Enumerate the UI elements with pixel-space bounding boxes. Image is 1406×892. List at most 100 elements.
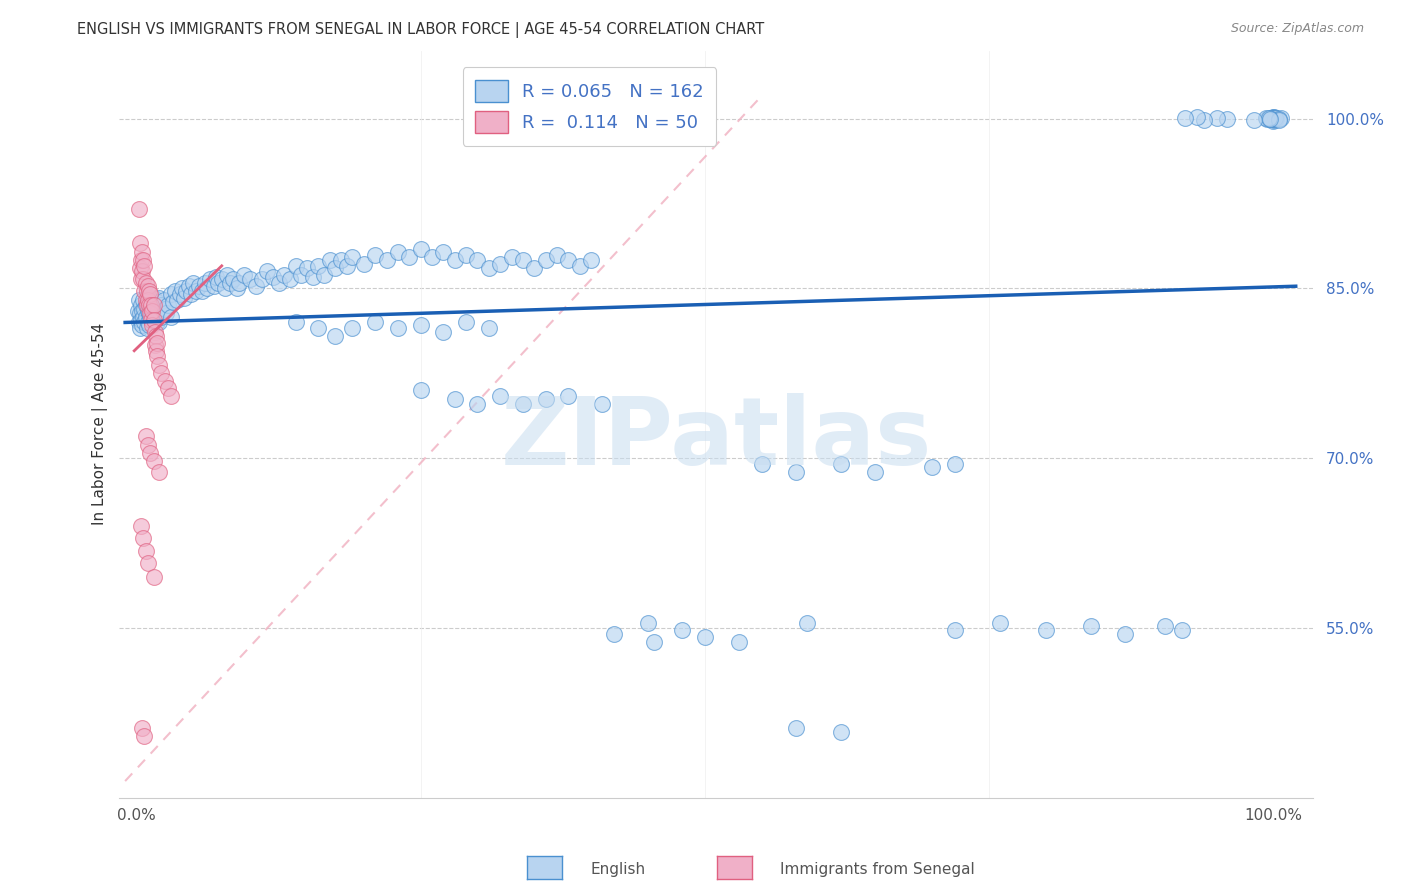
Point xyxy=(136,315,159,329)
Point xyxy=(943,457,966,471)
Point xyxy=(1270,111,1292,125)
Point xyxy=(301,270,323,285)
Point xyxy=(467,397,489,411)
Y-axis label: In Labor Force | Age 45-54: In Labor Force | Age 45-54 xyxy=(93,323,108,525)
Point xyxy=(129,261,152,276)
Point xyxy=(136,279,159,293)
Point xyxy=(364,315,387,329)
Point xyxy=(233,268,256,282)
Point xyxy=(1174,111,1197,125)
Point xyxy=(191,284,214,298)
Point xyxy=(336,259,359,273)
Point xyxy=(148,465,170,479)
Point xyxy=(245,279,267,293)
Point xyxy=(165,284,187,298)
Point xyxy=(136,556,159,570)
Point xyxy=(202,279,225,293)
Point xyxy=(222,272,245,286)
Point xyxy=(863,465,886,479)
Point xyxy=(162,295,184,310)
Point xyxy=(150,298,173,312)
Point xyxy=(148,315,170,329)
Point xyxy=(194,276,217,290)
Point xyxy=(139,306,162,320)
Point xyxy=(141,304,163,318)
Point xyxy=(131,264,153,278)
Point xyxy=(325,329,347,343)
Point xyxy=(239,272,262,286)
Point xyxy=(830,725,852,739)
Point xyxy=(342,321,364,335)
Point xyxy=(146,350,169,364)
Point xyxy=(135,276,157,290)
Point xyxy=(207,276,229,290)
Point xyxy=(138,318,160,332)
Point xyxy=(1260,112,1282,126)
Point xyxy=(454,247,477,261)
Point xyxy=(284,259,307,273)
Point xyxy=(181,276,204,290)
Point xyxy=(173,291,195,305)
Point xyxy=(176,284,198,298)
Point xyxy=(1185,111,1208,125)
Point xyxy=(489,389,512,403)
Point xyxy=(135,544,157,558)
Point xyxy=(1261,112,1284,126)
Point xyxy=(141,318,163,332)
Point xyxy=(467,253,489,268)
Point xyxy=(129,298,152,312)
Point xyxy=(131,304,153,318)
Point xyxy=(134,284,156,298)
Point xyxy=(342,250,364,264)
Point xyxy=(135,310,157,324)
Point xyxy=(387,245,409,260)
Point xyxy=(132,310,155,324)
Point xyxy=(364,247,387,261)
Point xyxy=(134,729,156,743)
Point xyxy=(1263,111,1285,125)
Point xyxy=(1258,112,1281,126)
Point xyxy=(131,318,153,332)
Point xyxy=(1215,112,1237,126)
Point xyxy=(128,293,150,307)
Point xyxy=(129,272,152,286)
Point xyxy=(534,392,557,407)
Point xyxy=(132,293,155,307)
Point xyxy=(1265,112,1288,127)
Point xyxy=(134,301,156,316)
Point xyxy=(143,298,166,312)
Point xyxy=(278,272,301,286)
Point xyxy=(135,298,157,312)
Point xyxy=(170,281,193,295)
Point xyxy=(135,295,157,310)
Point xyxy=(132,253,155,268)
Point xyxy=(138,306,160,320)
Point xyxy=(1206,111,1229,125)
Point xyxy=(129,321,152,335)
Point xyxy=(512,253,534,268)
Point xyxy=(1263,113,1285,128)
Point xyxy=(443,392,465,407)
Point xyxy=(139,445,162,459)
Point xyxy=(166,293,188,307)
Point xyxy=(169,287,191,301)
Point xyxy=(603,627,626,641)
Point xyxy=(142,291,165,305)
Point xyxy=(146,335,169,350)
Point xyxy=(150,367,173,381)
Point xyxy=(1171,624,1194,638)
Point xyxy=(136,293,159,307)
Text: English: English xyxy=(591,863,645,877)
Point xyxy=(145,329,167,343)
Point xyxy=(523,261,546,276)
Point xyxy=(135,321,157,335)
Point xyxy=(1261,111,1284,125)
Point xyxy=(290,268,312,282)
Point xyxy=(129,236,152,251)
Point xyxy=(262,270,284,285)
Point xyxy=(127,304,149,318)
Point xyxy=(637,615,659,630)
Point xyxy=(443,253,465,268)
Point xyxy=(512,397,534,411)
Point xyxy=(579,253,602,268)
